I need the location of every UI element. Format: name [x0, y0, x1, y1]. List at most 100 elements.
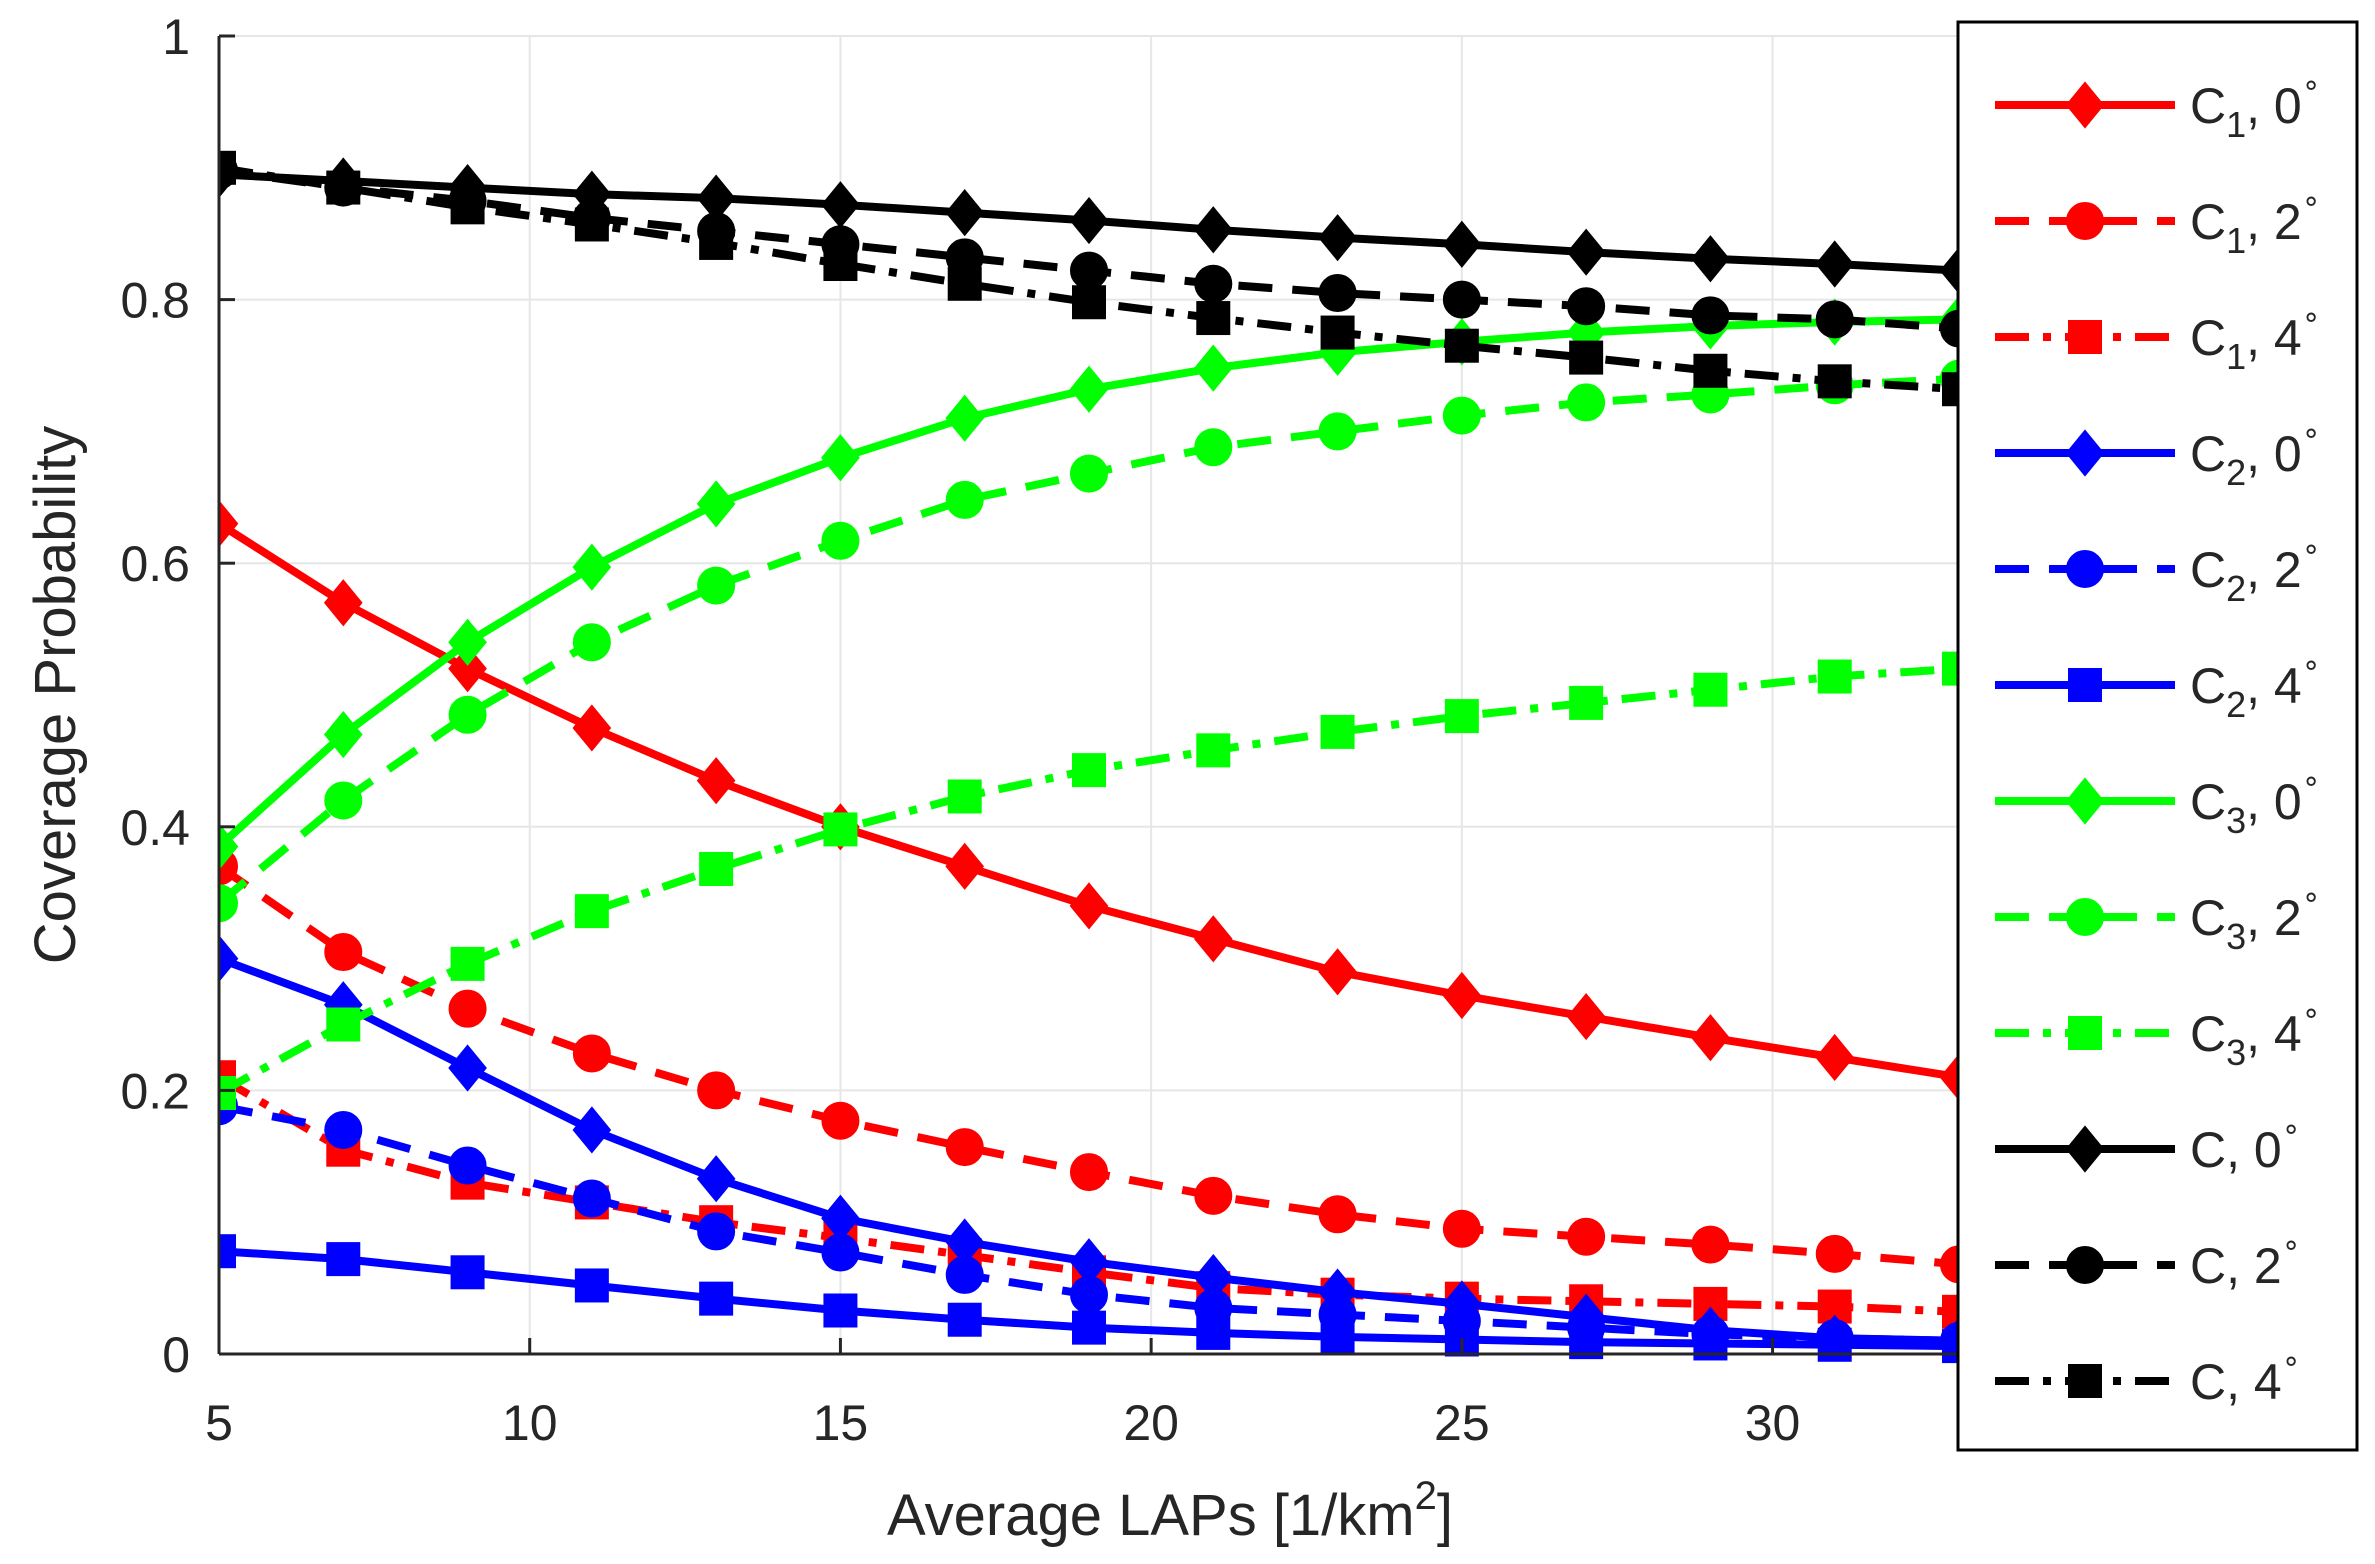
legend-label-base: C [2190, 78, 2226, 134]
legend-marker-sample [2068, 1364, 2102, 1398]
data-point-marker [219, 884, 238, 923]
legend-label-text: , 0 [2246, 426, 2302, 482]
legend-label-base: C [2190, 426, 2226, 482]
legend-marker-sample [2065, 1125, 2105, 1173]
legend-label: C3, 4∘ [2190, 997, 2321, 1073]
data-point-marker [1567, 287, 1606, 326]
legend-entry: C, 4∘ [1995, 1345, 2300, 1410]
legend-label-subscript: 2 [2226, 452, 2246, 493]
data-point-marker [1567, 383, 1606, 422]
legend-label-base: C [2190, 1238, 2226, 1294]
legend-marker-sample [2068, 668, 2102, 702]
data-point-marker [1072, 753, 1106, 788]
legend-label-degree: ∘ [2282, 1113, 2301, 1146]
data-point-marker [1566, 993, 1606, 1041]
data-point-marker [1815, 300, 1854, 339]
data-point-marker [1072, 1310, 1106, 1345]
legend-marker-sample [2065, 429, 2105, 477]
data-point-marker [1320, 714, 1355, 749]
data-point-marker [1318, 412, 1357, 451]
data-point-marker [945, 1128, 984, 1167]
data-series-layer [219, 150, 1959, 1365]
data-point-marker [1196, 301, 1231, 336]
legend-label: C, 2∘ [2190, 1229, 2300, 1294]
data-point-marker [1940, 309, 1959, 348]
legend-label-subscript: 2 [2226, 684, 2246, 725]
data-point-marker [1194, 1176, 1233, 1215]
legend-label-text: , 0 [2226, 1122, 2282, 1178]
data-point-marker [219, 935, 239, 983]
data-point-marker [450, 190, 485, 225]
legend-label-base: C [2190, 658, 2226, 714]
x-tick-label: 20 [1123, 1395, 1179, 1451]
data-point-marker [1069, 196, 1109, 245]
data-point-marker [572, 543, 612, 591]
legend-label-degree: ∘ [2302, 69, 2321, 102]
legend-label: C1, 4∘ [2190, 301, 2321, 377]
legend-label-subscript: 1 [2226, 336, 2246, 377]
data-point-marker [574, 1268, 609, 1303]
data-point-marker [572, 1034, 611, 1073]
data-point-marker [1942, 372, 1959, 407]
data-point-marker [450, 1255, 485, 1290]
data-point-marker [448, 989, 487, 1028]
x-tick-label: 25 [1434, 1395, 1490, 1451]
legend-label-base: C [2190, 194, 2226, 250]
data-point-marker [1196, 733, 1231, 768]
legend-label-text: , 2 [2246, 542, 2302, 598]
data-point-marker [1939, 1053, 1959, 1101]
data-point-marker [1196, 1315, 1231, 1350]
legend-label-subscript: 3 [2226, 800, 2246, 841]
data-point-marker [1318, 1195, 1357, 1234]
data-point-marker [448, 645, 487, 693]
data-point-marker [823, 247, 858, 282]
x-axis-label-tail: ] [1437, 1483, 1453, 1548]
legend-entry: C2, 4∘ [1995, 649, 2321, 725]
legend-entry: C2, 2∘ [1995, 533, 2321, 609]
legend-label-base: C [2190, 542, 2226, 598]
data-point-marker [1194, 428, 1233, 467]
data-point-marker [821, 1101, 860, 1140]
data-point-marker [947, 1302, 982, 1337]
data-point-marker [572, 1106, 612, 1154]
legend-label-subscript: 1 [2226, 104, 2246, 145]
data-point-marker [1939, 247, 1959, 295]
legend-label-degree: ∘ [2302, 997, 2321, 1030]
data-point-marker [821, 434, 860, 482]
legend-label-text: , 4 [2246, 310, 2302, 366]
legend-label-text: , 0 [2246, 78, 2302, 134]
data-point-marker [821, 1233, 860, 1272]
data-point-marker [1070, 1153, 1108, 1192]
legend-label-degree: ∘ [2302, 301, 2321, 334]
x-axis-label: Average LAPs [1/km2] [887, 1474, 1453, 1548]
legend-label-text: , 2 [2246, 194, 2302, 250]
data-point-marker [1193, 915, 1233, 963]
legend-label: C, 0∘ [2190, 1113, 2300, 1178]
data-point-marker [1444, 699, 1479, 734]
data-point-marker [326, 1007, 361, 1042]
legend-label: C3, 2∘ [2190, 881, 2321, 957]
y-tick-label: 0 [162, 1327, 190, 1383]
data-point-marker [699, 225, 734, 260]
data-point-marker [1320, 315, 1355, 350]
legend-label-degree: ∘ [2302, 185, 2321, 218]
legend-label-degree: ∘ [2302, 765, 2321, 798]
axes [217, 36, 1959, 1356]
legend-label-text: , 4 [2246, 658, 2302, 714]
data-point-marker [945, 394, 985, 442]
data-point-marker [326, 170, 361, 205]
series-group [219, 1087, 1959, 1360]
data-point-marker [574, 207, 609, 242]
data-point-marker [1940, 1245, 1959, 1284]
x-tick-label: 30 [1745, 1395, 1801, 1451]
data-point-marker [1442, 1209, 1481, 1248]
data-point-marker [1691, 235, 1730, 283]
data-point-marker [1318, 274, 1357, 313]
y-tick-label: 0.2 [120, 1063, 190, 1119]
y-tick-label: 1 [162, 9, 190, 65]
data-point-marker [697, 1071, 736, 1110]
data-point-marker [1693, 353, 1728, 388]
data-point-marker [1070, 454, 1108, 493]
data-point-marker [1817, 364, 1852, 399]
